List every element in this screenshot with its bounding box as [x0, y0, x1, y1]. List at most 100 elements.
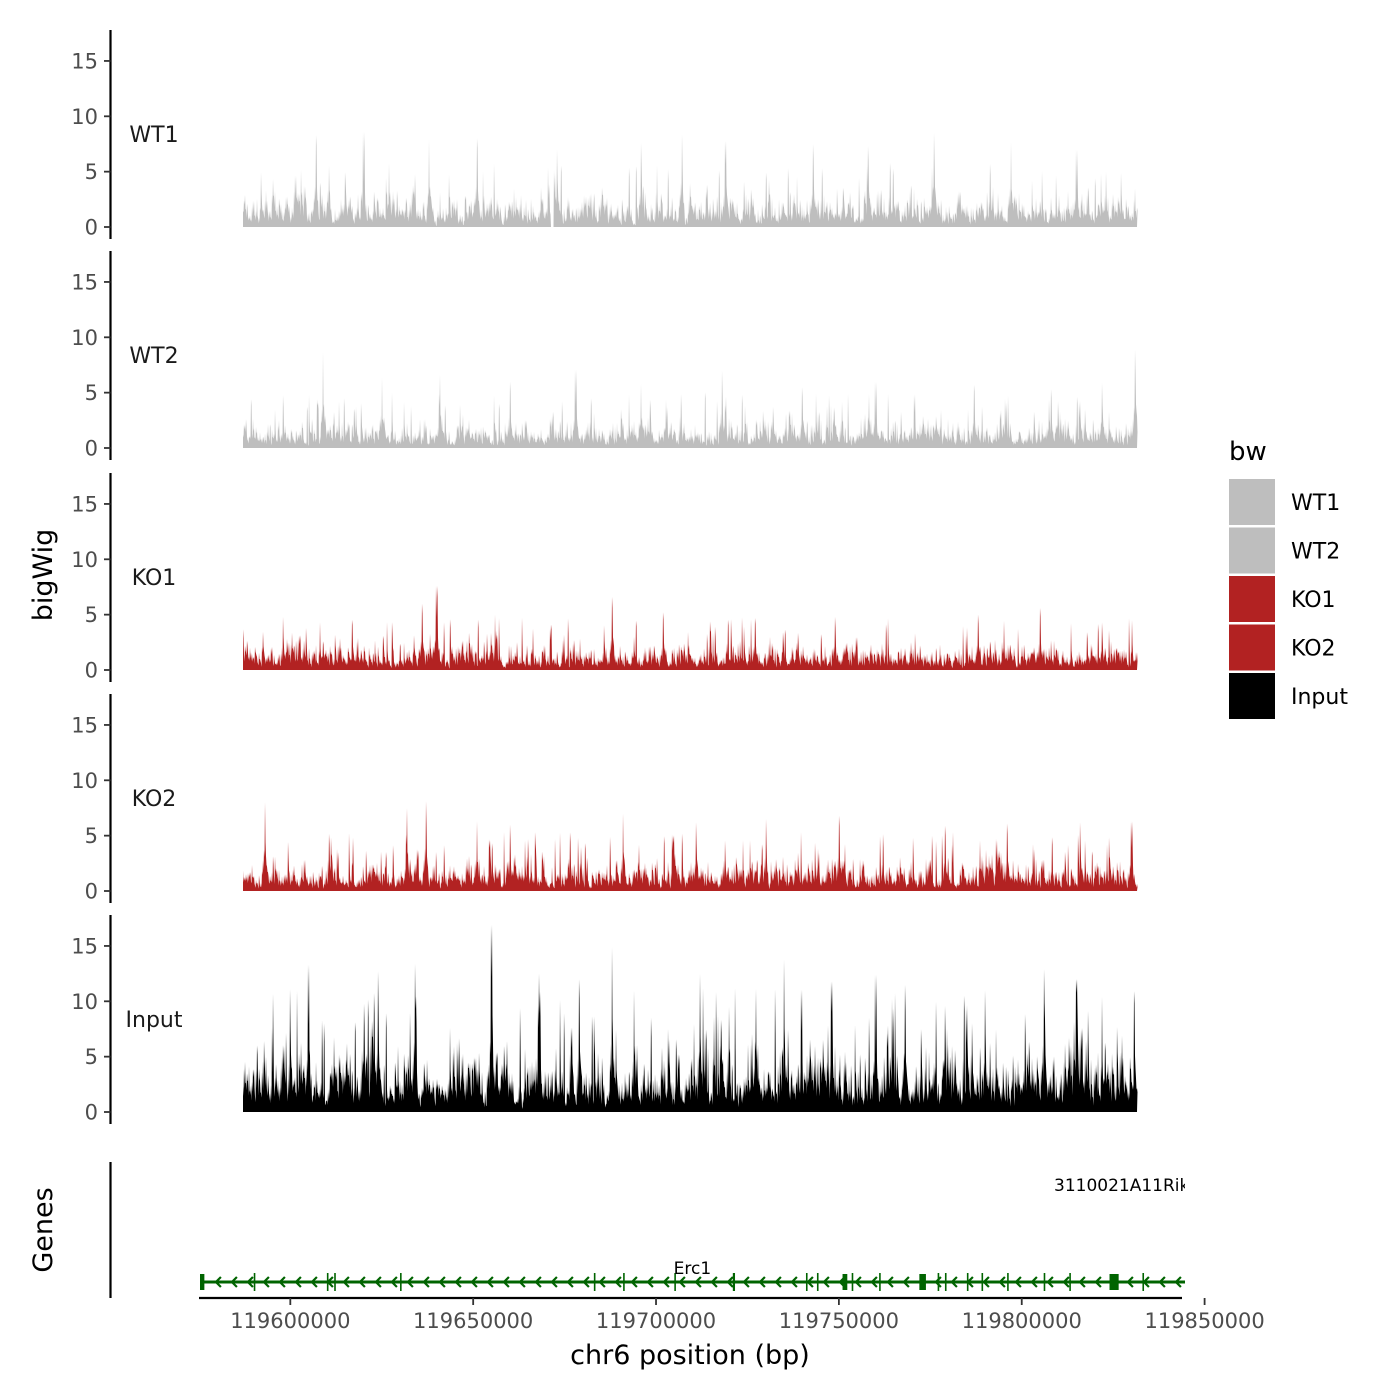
exon: [400, 1273, 402, 1291]
exon: [200, 1274, 205, 1290]
exon: [851, 1273, 854, 1291]
signal-area-wt1: [243, 131, 1138, 227]
gene-models: Erc1 3110021A11Rik: [200, 1176, 1201, 1291]
strand-arrow: [1158, 1276, 1166, 1288]
exon: [1069, 1273, 1071, 1291]
strand-arrow: [406, 1276, 414, 1288]
strand-arrow: [1030, 1276, 1038, 1288]
signal-area-wt2: [243, 349, 1138, 448]
y-tick-label: 5: [85, 603, 98, 627]
strand-arrow: [710, 1276, 718, 1288]
legend-item-wt2: WT2: [1229, 527, 1340, 574]
strand-arrow: [246, 1276, 254, 1288]
legend-item-ko1: KO1: [1229, 576, 1336, 622]
strand-arrow: [758, 1276, 766, 1288]
exon: [593, 1273, 596, 1291]
strand-arrow: [726, 1276, 734, 1288]
strand-arrow: [358, 1276, 366, 1288]
track-panel-ko1: 0 5 10 15 KO1: [71, 473, 1138, 683]
exon: [623, 1273, 625, 1291]
legend-label: Input: [1291, 685, 1348, 710]
exon: [981, 1273, 984, 1291]
exon: [334, 1273, 336, 1291]
strand-arrow: [614, 1276, 622, 1288]
strand-arrow: [374, 1276, 382, 1288]
track-panel-ko2: 0 5 10 15 KO2: [71, 694, 1138, 904]
exon: [674, 1273, 676, 1291]
track-label-ko1: KO1: [132, 566, 177, 591]
strand-arrow: [566, 1276, 574, 1288]
gene-erc1: Erc1: [200, 1259, 1201, 1291]
y-tick-label: 5: [85, 824, 98, 848]
exon: [326, 1273, 329, 1291]
signal-area-ko1: [243, 585, 1138, 670]
strand-arrow: [998, 1276, 1006, 1288]
legend-item-input: Input: [1229, 673, 1348, 719]
y-tick-label: 5: [85, 160, 98, 184]
genes-panel: Genes Erc1 3110021A11Rik 119600000 1196500…: [28, 1162, 1265, 1333]
strand-arrow: [854, 1276, 862, 1288]
strand-arrow: [742, 1276, 750, 1288]
strand-arrow: [422, 1276, 430, 1288]
track-panel-wt1: 0 5 10 15 WT1: [71, 30, 1138, 240]
y-tick-label: 0: [85, 216, 98, 240]
strand-arrow: [982, 1276, 990, 1288]
legend-label: WT2: [1291, 540, 1340, 565]
y-tick-label: 15: [71, 492, 98, 516]
strand-arrow: [678, 1276, 686, 1288]
strand-arrow: [230, 1276, 238, 1288]
coverage-tracks: 0 5 10 15 WT1 0 5 10 15 WT2 0 5 10 15 KO1 0 5 10 15 KO2 0 5 10…: [71, 30, 1138, 1125]
strand-arrow: [342, 1276, 350, 1288]
y-tick-label: 5: [85, 381, 98, 405]
strand-arrow: [534, 1276, 542, 1288]
strand-arrow: [790, 1276, 798, 1288]
strand-arrow: [502, 1276, 510, 1288]
strand-arrow: [486, 1276, 494, 1288]
strand-arrow: [806, 1276, 814, 1288]
strand-arrow: [438, 1276, 446, 1288]
strand-arrow: [310, 1276, 318, 1288]
gene-label-erc1: Erc1: [674, 1259, 712, 1279]
track-label-input: Input: [126, 1008, 183, 1033]
x-tick-label: 119750000: [779, 1309, 899, 1333]
legend-swatch: [1229, 673, 1275, 719]
legend: bw WT1 WT2 KO1 KO2 Input: [1229, 437, 1348, 719]
y-tick-label: 0: [85, 880, 98, 904]
exon: [937, 1273, 940, 1291]
exon: [816, 1273, 819, 1291]
strand-arrow: [1062, 1276, 1070, 1288]
strand-arrow: [550, 1276, 558, 1288]
legend-label: KO1: [1291, 588, 1336, 613]
strand-arrow: [662, 1276, 670, 1288]
exon: [732, 1273, 736, 1291]
strand-arrow: [598, 1276, 606, 1288]
exon: [1199, 1192, 1201, 1208]
legend-swatch: [1229, 624, 1275, 671]
exon: [919, 1274, 926, 1290]
strand-arrow: [902, 1276, 910, 1288]
track-label-wt1: WT1: [129, 123, 178, 148]
track-label-ko2: KO2: [132, 787, 177, 812]
exon: [253, 1273, 256, 1291]
signal-area-ko2: [243, 801, 1138, 891]
strand-arrow: [774, 1276, 782, 1288]
x-axis-title: chr6 position (bp): [570, 1340, 810, 1371]
strand-arrow: [950, 1276, 958, 1288]
strand-arrow: [390, 1276, 398, 1288]
track-panel-wt2: 0 5 10 15 WT2: [71, 251, 1138, 461]
legend-label: WT1: [1291, 491, 1340, 516]
y-tick-label: 10: [71, 326, 98, 350]
genes-axis-title: Genes: [28, 1187, 59, 1272]
y-axis-title: bigWig: [28, 529, 59, 622]
legend-swatch: [1229, 527, 1275, 574]
strand-arrow: [278, 1276, 286, 1288]
exon: [1043, 1273, 1046, 1291]
exon: [966, 1273, 969, 1291]
strand-arrow: [214, 1276, 222, 1288]
exon: [1199, 1273, 1201, 1291]
strand-arrow: [646, 1276, 654, 1288]
x-tick-label: 119650000: [413, 1309, 533, 1333]
track-label-wt2: WT2: [129, 344, 178, 369]
strand-arrow: [470, 1276, 478, 1288]
